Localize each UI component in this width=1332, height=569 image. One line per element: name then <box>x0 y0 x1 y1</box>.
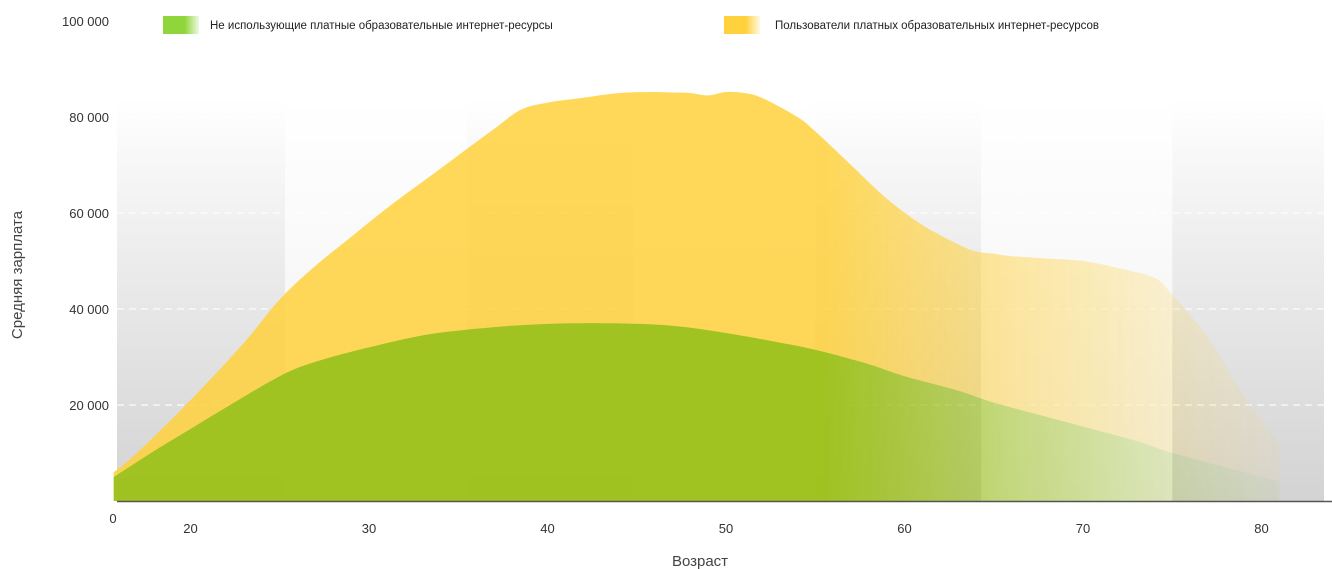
legend-swatch-users <box>724 16 760 34</box>
x-tick-label: 70 <box>1076 521 1090 536</box>
y-axis-ticks: 20 000 40 000 60 000 80 000 100 000 <box>62 14 109 413</box>
x-origin-label: 0 <box>109 511 116 526</box>
y-tick-label: 20 000 <box>69 398 109 413</box>
legend: Не использующие платные образовательные … <box>163 16 1099 34</box>
y-tick-label: 80 000 <box>69 110 109 125</box>
y-axis-label: Средняя зарплата <box>9 210 26 339</box>
x-axis-ticks: 20 30 40 50 60 70 80 <box>183 521 1268 536</box>
y-tick-label: 60 000 <box>69 206 109 221</box>
legend-swatch-non-users <box>163 16 199 34</box>
y-tick-label: 100 000 <box>62 14 109 29</box>
series-layer <box>113 91 1280 502</box>
non-users-area <box>113 323 1280 501</box>
legend-label-non-users: Не использующие платные образовательные … <box>210 20 553 32</box>
x-tick-label: 30 <box>362 521 376 536</box>
x-tick-label: 60 <box>897 521 911 536</box>
legend-item-users[interactable]: Пользователи платных образовательных инт… <box>724 16 1099 34</box>
x-tick-label: 20 <box>183 521 197 536</box>
legend-item-non-users[interactable]: Не использующие платные образовательные … <box>163 16 553 34</box>
x-axis-label: Возраст <box>672 553 728 569</box>
x-tick-label: 80 <box>1254 521 1268 536</box>
legend-label-users: Пользователи платных образовательных инт… <box>775 20 1099 32</box>
x-tick-label: 40 <box>540 521 554 536</box>
x-tick-label: 50 <box>719 521 733 536</box>
y-tick-label: 40 000 <box>69 302 109 317</box>
